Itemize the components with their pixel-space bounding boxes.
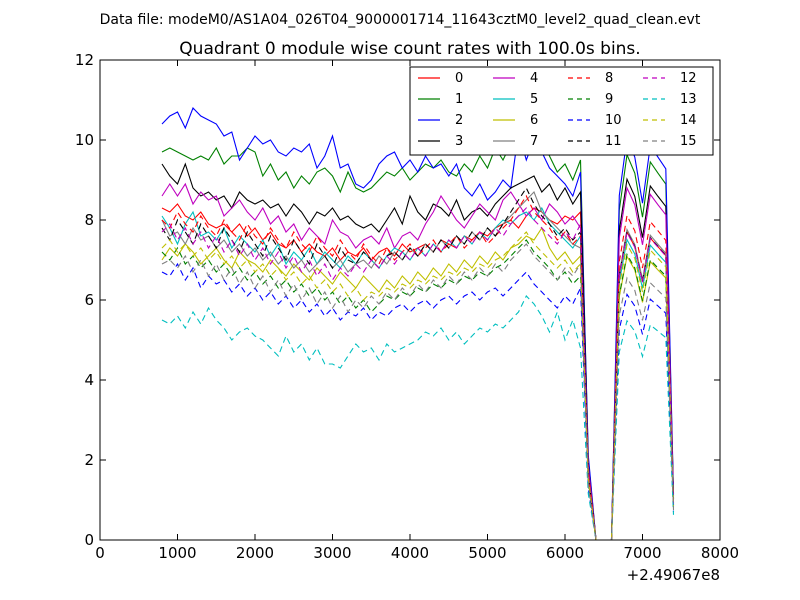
legend-label-13: 13 bbox=[680, 92, 697, 107]
figure-suptitle: Data file: modeM0/AS1A04_026T04_90000017… bbox=[100, 12, 701, 28]
x-tick-label: 1000 bbox=[158, 544, 196, 562]
x-tick-label: 0 bbox=[95, 544, 105, 562]
legend-label-14: 14 bbox=[680, 113, 697, 128]
legend-label-1: 1 bbox=[455, 92, 463, 107]
legend-label-15: 15 bbox=[680, 134, 697, 149]
series-line-13 bbox=[161, 295, 675, 541]
x-tick-label: 7000 bbox=[623, 544, 661, 562]
legend-label-12: 12 bbox=[680, 71, 697, 86]
legend-label-0: 0 bbox=[455, 71, 463, 86]
series-line-10 bbox=[161, 262, 675, 541]
y-tick-label: 8 bbox=[84, 211, 94, 229]
legend-label-8: 8 bbox=[605, 71, 613, 86]
legend-frame bbox=[409, 66, 714, 156]
y-tick-label: 6 bbox=[84, 291, 94, 309]
series-layer bbox=[161, 107, 675, 541]
y-tick-label: 12 bbox=[75, 51, 94, 69]
legend-label-6: 6 bbox=[530, 113, 538, 128]
x-tick-label: 4000 bbox=[391, 544, 429, 562]
legend-label-11: 11 bbox=[605, 134, 622, 149]
y-tick-label: 4 bbox=[84, 371, 94, 389]
legend-label-5: 5 bbox=[530, 92, 538, 107]
legend-label-10: 10 bbox=[605, 113, 622, 128]
legend-label-4: 4 bbox=[530, 71, 538, 86]
y-tick-label: 10 bbox=[75, 131, 94, 149]
series-line-11 bbox=[161, 186, 675, 541]
series-line-12 bbox=[161, 207, 675, 541]
x-tick-label: 2000 bbox=[236, 544, 274, 562]
legend-label-2: 2 bbox=[455, 113, 463, 128]
x-tick-label: 6000 bbox=[546, 544, 584, 562]
legend-label-7: 7 bbox=[530, 134, 538, 149]
y-tick-label: 2 bbox=[84, 451, 94, 469]
axis-ticks: 0 1000 2000 3000 4000 5000 6000 7000 80000246810… bbox=[75, 51, 739, 562]
x-offset-label: +2.49067e8 bbox=[627, 566, 720, 584]
x-tick-label: 8000 bbox=[701, 544, 739, 562]
y-tick-label: 0 bbox=[84, 531, 94, 549]
chart-title: Quadrant 0 module wise count rates with … bbox=[179, 39, 640, 59]
legend-label-9: 9 bbox=[605, 92, 613, 107]
x-tick-label: 5000 bbox=[468, 544, 506, 562]
x-tick-label: 3000 bbox=[313, 544, 351, 562]
legend-label-3: 3 bbox=[455, 134, 463, 149]
series-line-15 bbox=[161, 243, 675, 541]
